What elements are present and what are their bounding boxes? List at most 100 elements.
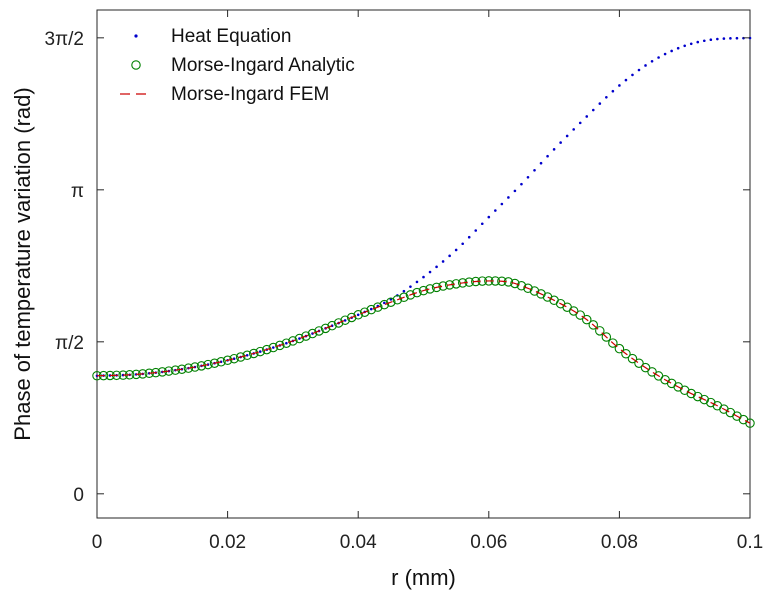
heat-equation-point <box>409 285 412 288</box>
analytic-point <box>359 307 370 317</box>
legend: Heat Equation Morse-Ingard Analytic Morse-… <box>120 26 355 105</box>
heat-equation-point <box>631 73 634 77</box>
analytic-point <box>392 295 403 305</box>
heat-equation-point <box>500 202 504 206</box>
heat-equation-point <box>611 89 615 93</box>
analytic-point <box>614 343 625 354</box>
heat-equation-point <box>572 128 575 131</box>
analytic-point <box>216 357 226 367</box>
heat-equation-point <box>702 39 706 43</box>
analytic-point <box>608 338 618 348</box>
analytic-point <box>595 326 605 336</box>
x-tick-label: 0 <box>92 532 103 553</box>
analytic-point <box>379 299 390 310</box>
analytic-point <box>621 349 631 359</box>
analytic-point <box>255 346 265 357</box>
analytic-point <box>627 353 638 364</box>
y-tick-label: 3π/2 <box>44 29 84 50</box>
analytic-point <box>275 340 285 351</box>
legend-entry-label: Heat Equation <box>171 26 291 47</box>
heat-equation-point <box>637 68 641 72</box>
y-tick-label: π/2 <box>55 333 84 354</box>
y-axis-label: Phase of temperature variation (rad) <box>10 87 35 440</box>
heat-equation-point <box>605 95 608 99</box>
analytic-point <box>405 290 416 300</box>
heat-equation-point <box>402 289 406 293</box>
analytic-point <box>588 320 599 330</box>
heat-equation-point <box>683 44 686 48</box>
analytic-point <box>366 304 377 315</box>
heat-equation-point <box>383 301 386 305</box>
analytic-point <box>438 281 448 291</box>
heat-equation-point <box>689 42 693 46</box>
heat-equation-point <box>454 248 458 252</box>
heat-equation-point <box>513 189 517 193</box>
analytic-point <box>248 348 259 359</box>
series-layer <box>92 36 755 428</box>
analytic-point <box>333 318 344 328</box>
heat-equation-point <box>585 115 589 118</box>
analytic-point <box>183 363 194 373</box>
analytic-point <box>222 355 233 366</box>
analytic-point <box>386 297 396 307</box>
heat-equation-point <box>644 64 647 67</box>
legend-dot-marker <box>134 34 138 38</box>
heat-equation-point <box>670 49 673 53</box>
heat-equation-point <box>598 102 602 105</box>
heat-equation-point <box>676 46 680 50</box>
analytic-point <box>575 310 585 320</box>
heat-equation-point <box>696 40 700 44</box>
heat-equation-point <box>716 37 719 41</box>
analytic-point <box>399 292 409 303</box>
plot-frame <box>96 9 751 519</box>
analytic-point <box>745 418 755 428</box>
series-dashed <box>96 280 751 424</box>
heat-equation-point <box>552 148 556 151</box>
x-tick-label: 0.08 <box>601 532 638 553</box>
heat-equation-point <box>520 182 523 186</box>
heat-equation-point <box>591 108 595 112</box>
heat-equation-point <box>657 56 660 59</box>
heat-equation-point <box>369 307 373 311</box>
heat-equation-point <box>474 229 478 232</box>
y-tick-label: 0 <box>73 485 84 506</box>
analytic-point <box>634 358 644 368</box>
analytic-point <box>320 323 331 334</box>
analytic-point <box>327 320 337 331</box>
analytic-point <box>523 283 533 294</box>
x-tick-label: 0.1 <box>737 532 763 553</box>
heat-equation-point <box>428 270 432 274</box>
heat-equation-point <box>272 346 275 349</box>
heat-equation-point <box>356 313 360 317</box>
analytic-point <box>581 314 592 325</box>
heat-equation-point <box>480 222 484 226</box>
heat-equation-point <box>624 78 628 82</box>
analytic-point <box>203 359 213 370</box>
y-axis: 0 π/2 π 3π/2 <box>44 29 750 506</box>
heat-equation-point <box>422 275 425 279</box>
analytic-point <box>196 361 207 371</box>
heat-equation-point <box>285 341 288 345</box>
analytic-point <box>425 284 435 294</box>
x-axis: 0 0.02 0.04 0.06 0.08 0.1 <box>92 10 763 553</box>
analytic-point <box>307 328 318 339</box>
analytic-point <box>262 344 272 355</box>
heat-equation-point <box>467 235 471 239</box>
heat-equation-point <box>729 37 732 40</box>
analytic-point <box>314 326 324 336</box>
heat-equation-point <box>343 319 347 322</box>
heat-equation-point <box>663 52 667 56</box>
heat-equation-point <box>650 59 654 63</box>
analytic-point <box>242 350 252 361</box>
heat-equation-point <box>245 353 249 357</box>
analytic-point <box>190 362 200 372</box>
heat-equation-point <box>461 242 464 246</box>
analytic-point <box>693 391 703 402</box>
fem-line <box>96 280 751 424</box>
analytic-point <box>431 282 442 293</box>
analytic-point <box>268 342 279 353</box>
heat-equation-point <box>258 350 262 353</box>
heat-equation-point <box>415 280 419 284</box>
x-tick-label: 0.04 <box>340 532 377 553</box>
